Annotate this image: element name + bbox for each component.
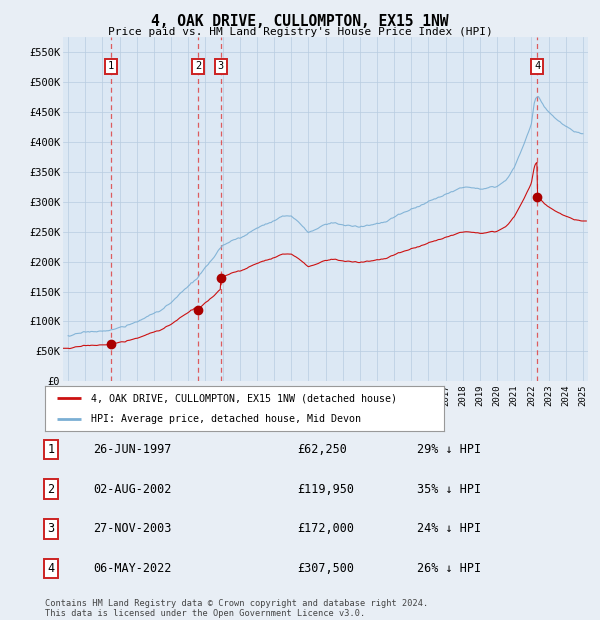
Text: 29% ↓ HPI: 29% ↓ HPI xyxy=(417,443,481,456)
Text: £62,250: £62,250 xyxy=(297,443,347,456)
Text: 4, OAK DRIVE, CULLOMPTON, EX15 1NW (detached house): 4, OAK DRIVE, CULLOMPTON, EX15 1NW (deta… xyxy=(91,393,397,404)
Text: 2: 2 xyxy=(47,483,55,495)
Text: Contains HM Land Registry data © Crown copyright and database right 2024.: Contains HM Land Registry data © Crown c… xyxy=(45,599,428,608)
Text: 4, OAK DRIVE, CULLOMPTON, EX15 1NW: 4, OAK DRIVE, CULLOMPTON, EX15 1NW xyxy=(151,14,449,29)
Text: 1: 1 xyxy=(108,61,114,71)
Text: HPI: Average price, detached house, Mid Devon: HPI: Average price, detached house, Mid … xyxy=(91,414,361,424)
Text: £172,000: £172,000 xyxy=(297,523,354,535)
Text: £307,500: £307,500 xyxy=(297,562,354,575)
Text: 2: 2 xyxy=(195,61,202,71)
Text: 4: 4 xyxy=(47,562,55,575)
Text: 1: 1 xyxy=(47,443,55,456)
Text: 35% ↓ HPI: 35% ↓ HPI xyxy=(417,483,481,495)
Text: 3: 3 xyxy=(218,61,224,71)
Text: 06-MAY-2022: 06-MAY-2022 xyxy=(93,562,172,575)
Text: This data is licensed under the Open Government Licence v3.0.: This data is licensed under the Open Gov… xyxy=(45,609,365,618)
Text: 27-NOV-2003: 27-NOV-2003 xyxy=(93,523,172,535)
Text: Price paid vs. HM Land Registry's House Price Index (HPI): Price paid vs. HM Land Registry's House … xyxy=(107,27,493,37)
Text: 02-AUG-2002: 02-AUG-2002 xyxy=(93,483,172,495)
Text: 4: 4 xyxy=(534,61,541,71)
Text: £119,950: £119,950 xyxy=(297,483,354,495)
Text: 26-JUN-1997: 26-JUN-1997 xyxy=(93,443,172,456)
Text: 24% ↓ HPI: 24% ↓ HPI xyxy=(417,523,481,535)
Text: 3: 3 xyxy=(47,523,55,535)
Text: 26% ↓ HPI: 26% ↓ HPI xyxy=(417,562,481,575)
